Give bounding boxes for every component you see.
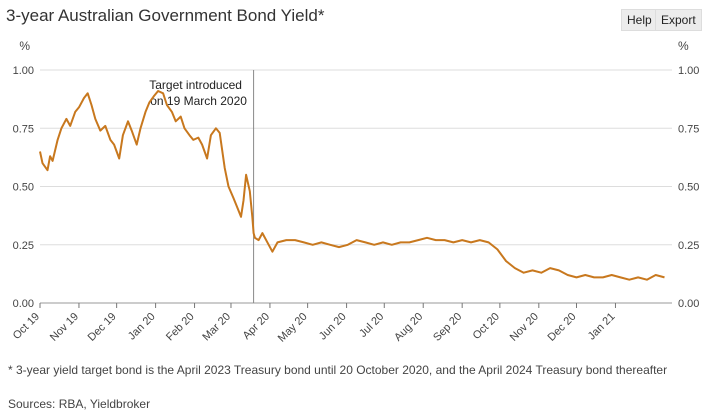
y-tick-label-right: 0.00 xyxy=(678,298,699,310)
annotation-line-2: on 19 March 2020 xyxy=(150,94,247,108)
x-tick-label: May 20 xyxy=(276,311,310,345)
x-tick-label: Oct 19 xyxy=(11,311,42,342)
chart-area: % % 0.00 0.00 0.25 0.25 0.50 0.50 0.75 0.75 1.00… xyxy=(11,39,700,345)
sources-note: Sources: RBA, Yieldbroker xyxy=(8,397,151,411)
y-tick-label-left: 1.00 xyxy=(13,65,34,77)
y-tick-label-right: 1.00 xyxy=(678,65,699,77)
y-tick-label-left: 0.00 xyxy=(13,298,34,310)
grid xyxy=(40,69,672,304)
annotation-line-1: Target introduced xyxy=(149,78,242,92)
series xyxy=(39,90,665,281)
y-tick-label-left: 0.50 xyxy=(13,182,34,194)
x-tick-label: Dec 19 xyxy=(86,311,119,344)
x-tick-label: Nov 19 xyxy=(48,311,81,344)
x-tick-label: Feb 20 xyxy=(164,311,197,344)
x-tick-label: Jun 20 xyxy=(317,311,349,343)
y-tick-label-left: 0.75 xyxy=(13,123,34,135)
export-button[interactable]: Export xyxy=(655,9,702,31)
page-title: 3-year Australian Government Bond Yield* xyxy=(6,6,325,25)
y-unit-right: % xyxy=(678,39,689,53)
x-tick-label: Sep 20 xyxy=(431,311,464,344)
x-tick-label: Dec 20 xyxy=(545,311,578,344)
x-tick-label: Mar 20 xyxy=(200,311,233,344)
x-tick-label: Aug 20 xyxy=(392,311,425,344)
x-tick-label: Nov 20 xyxy=(508,311,541,344)
y-tick-label-right: 0.25 xyxy=(678,240,699,252)
x-tick-label: Oct 20 xyxy=(471,311,502,342)
y-unit-left: % xyxy=(19,39,30,53)
yield-series-line xyxy=(39,90,665,281)
annotation: Target introduced on 19 March 2020 xyxy=(149,70,255,303)
help-button[interactable]: Help xyxy=(621,9,658,31)
x-tick-label: Jan 21 xyxy=(586,311,618,343)
y-tick-label-right: 0.50 xyxy=(678,182,699,194)
footnote: * 3-year yield target bond is the April … xyxy=(8,363,668,377)
x-tick-label: Jul 20 xyxy=(357,311,386,340)
y-tick-label-left: 0.25 xyxy=(13,240,34,252)
x-tick-label: Jan 20 xyxy=(126,311,158,343)
y-tick-label-right: 0.75 xyxy=(678,123,699,135)
x-tick-label: Apr 20 xyxy=(241,311,272,342)
